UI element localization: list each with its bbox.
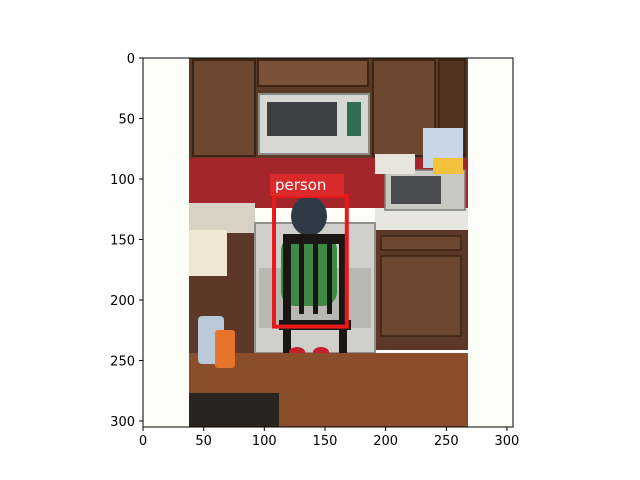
detection-label-background <box>270 173 345 196</box>
x-tick-label: 300 <box>495 434 520 449</box>
y-tick-label: 300 <box>110 415 135 430</box>
y-tick-label: 100 <box>110 173 135 188</box>
axis-ticks: 0 50 100 150 200 250 300 0 50 100 150 200 250 300 <box>110 52 519 449</box>
x-tick-label: 200 <box>373 434 398 449</box>
y-tick-label: 250 <box>110 354 135 369</box>
detection-layer: person <box>270 173 349 329</box>
x-tick-label: 150 <box>313 434 338 449</box>
photo <box>189 58 468 427</box>
detection-label: person <box>275 176 326 194</box>
image-area: person <box>142 57 514 428</box>
x-tick-label: 250 <box>434 434 459 449</box>
x-tick-label: 0 <box>139 434 147 449</box>
x-tick-label: 50 <box>195 434 212 449</box>
y-tick-label: 50 <box>118 112 135 127</box>
y-tick-label: 200 <box>110 294 135 309</box>
axes-frame <box>142 57 514 428</box>
y-tick-label: 150 <box>110 233 135 248</box>
x-tick-label: 100 <box>252 434 277 449</box>
y-tick-label: 0 <box>127 52 135 67</box>
